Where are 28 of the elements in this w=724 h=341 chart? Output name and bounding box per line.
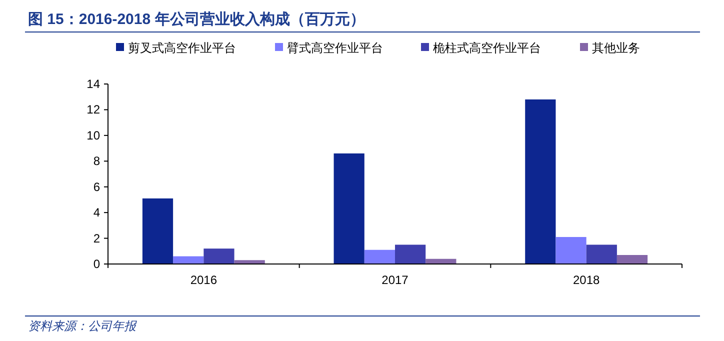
legend-label: 剪叉式高空作业平台 [128,41,236,55]
bar [334,153,364,264]
x-tick-label: 2018 [572,273,600,287]
bar [364,250,395,264]
y-tick-label: 0 [93,257,100,271]
y-tick-label: 12 [86,102,100,117]
y-tick-label: 10 [86,128,100,142]
legend-label: 臂式高空作业平台 [287,41,383,55]
bar [525,99,556,264]
bar [395,244,426,264]
legend-label: 桅柱式高空作业平台 [433,41,541,55]
chart-title: 图 15：2016-2018 年公司营业收入构成（百万元） [28,11,365,28]
bar [586,244,617,264]
legend-label: 其他业务 [592,41,640,55]
y-tick-label: 2 [93,231,100,246]
text: 资料来源：公司年报 [28,319,137,333]
bar [616,255,648,264]
x-tick-label: 2017 [382,273,409,287]
bar [142,198,174,264]
x-tick-label: 2016 [190,273,218,287]
bar [556,237,586,264]
bar [234,260,265,264]
bar [173,256,204,264]
y-tick-label: 6 [93,180,100,194]
y-tick-label: 14 [86,77,100,91]
y-tick-label: 4 [93,206,100,220]
bar [204,248,234,264]
y-tick-label: 8 [93,154,100,168]
